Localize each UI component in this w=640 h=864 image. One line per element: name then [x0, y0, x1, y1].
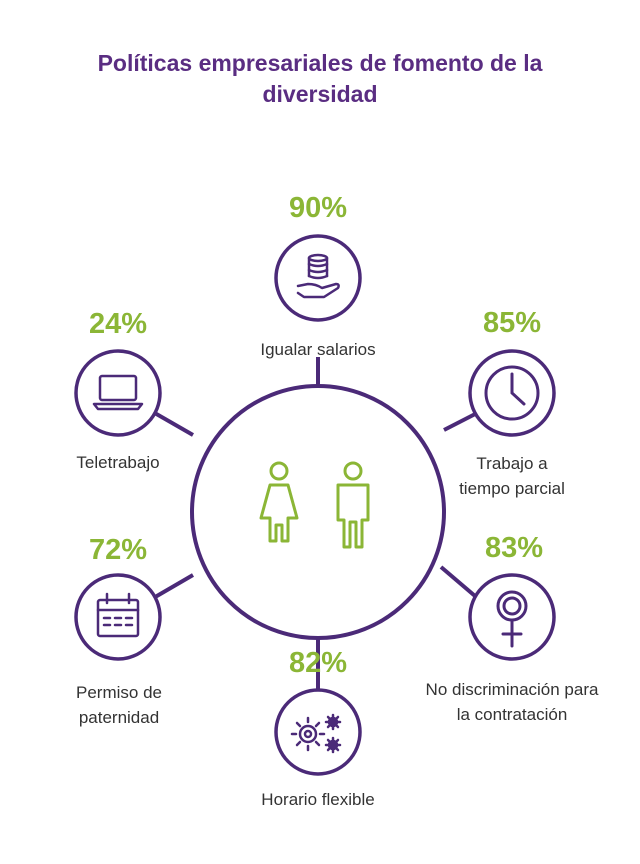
horario-flexible-value: 82%	[288, 647, 348, 679]
gears-icon	[290, 713, 342, 754]
calendar-icon	[96, 592, 140, 638]
teletrabajo-value: 24%	[88, 308, 148, 340]
horario-flexible-label: Horario flexible	[261, 790, 375, 809]
permiso-paternidad-value: 72%	[88, 534, 148, 566]
clock-icon	[484, 365, 540, 421]
connector-line	[148, 573, 195, 602]
no-discriminacion-value: 83%	[484, 532, 544, 564]
policy-circle	[274, 688, 362, 776]
igualar-salarios-value: 90%	[288, 192, 348, 224]
no-discriminacion-label: No discriminación para la contratación	[425, 680, 599, 724]
laptop-icon	[92, 374, 144, 411]
connector-line	[439, 565, 477, 598]
center-circle	[190, 384, 446, 640]
money-hand-icon	[296, 253, 340, 299]
page-title: Políticas empresariales de fomento de la…	[97, 50, 543, 107]
female-symbol-icon	[496, 590, 528, 648]
policy-circle	[468, 573, 556, 661]
permiso-paternidad-label: Permiso de paternidad	[76, 683, 162, 727]
trabajo-tiempo-parcial-value: 85%	[482, 307, 542, 339]
trabajo-tiempo-parcial-label: Trabajo a tiempo parcial	[459, 454, 565, 498]
igualar-salarios-label: Igualar salarios	[260, 340, 376, 359]
teletrabajo-label: Teletrabajo	[76, 453, 160, 472]
man-icon	[336, 461, 370, 549]
policy-circle	[74, 349, 162, 437]
woman-icon	[259, 461, 299, 543]
